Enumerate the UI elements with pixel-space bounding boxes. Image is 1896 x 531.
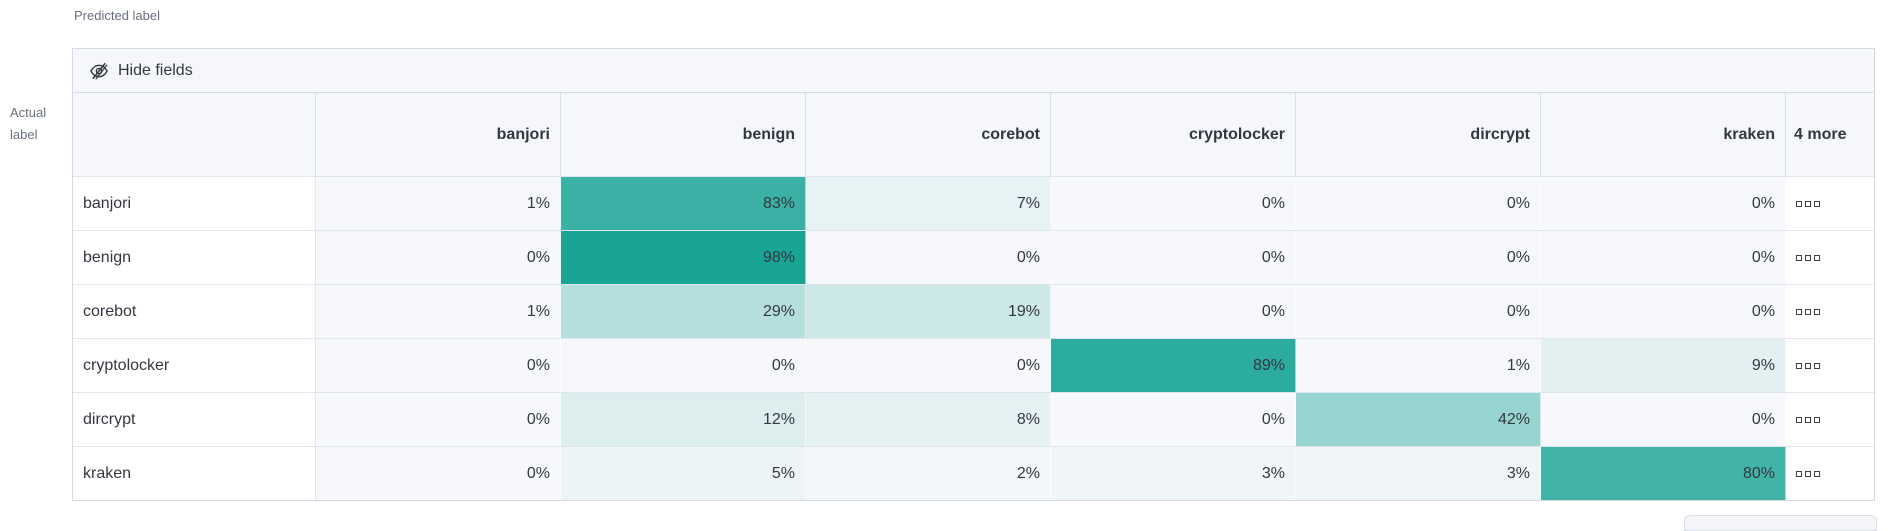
more-actions-cell bbox=[1786, 393, 1874, 446]
predicted-axis-label: Predicted label bbox=[74, 8, 160, 23]
hide-fields-label: Hide fields bbox=[118, 61, 193, 79]
row-label-dircrypt[interactable]: dircrypt bbox=[73, 393, 316, 446]
hide-fields-button[interactable]: Hide fields bbox=[73, 49, 209, 92]
boxes-horizontal-icon[interactable] bbox=[1796, 254, 1820, 261]
column-header-kraken[interactable]: kraken bbox=[1541, 93, 1786, 176]
matrix-cell[interactable]: 80% bbox=[1541, 447, 1786, 500]
matrix-row-banjori: banjori 1% 83% 7% 0% 0% 0% bbox=[73, 176, 1874, 230]
matrix-cell[interactable]: 0% bbox=[1296, 231, 1541, 284]
matrix-cell[interactable]: 5% bbox=[561, 447, 806, 500]
grid-toolbar: Hide fields bbox=[73, 49, 1874, 93]
matrix-cell[interactable]: 0% bbox=[316, 231, 561, 284]
row-label-kraken[interactable]: kraken bbox=[73, 447, 316, 500]
matrix-cell[interactable]: 0% bbox=[1541, 177, 1786, 230]
column-header-benign[interactable]: benign bbox=[561, 93, 806, 176]
matrix-cell[interactable]: 98% bbox=[561, 231, 806, 284]
matrix-cell[interactable]: 1% bbox=[316, 285, 561, 338]
row-label-corebot[interactable]: corebot bbox=[73, 285, 316, 338]
matrix-cell[interactable]: 19% bbox=[806, 285, 1051, 338]
boxes-horizontal-icon[interactable] bbox=[1796, 308, 1820, 315]
matrix-cell[interactable]: 0% bbox=[1051, 393, 1296, 446]
matrix-row-kraken: kraken 0% 5% 2% 3% 3% 80% bbox=[73, 446, 1874, 500]
matrix-cell[interactable]: 29% bbox=[561, 285, 806, 338]
row-label-benign[interactable]: benign bbox=[73, 231, 316, 284]
matrix-cell[interactable]: 1% bbox=[1296, 339, 1541, 392]
matrix-cell[interactable]: 0% bbox=[1296, 285, 1541, 338]
matrix-cell[interactable]: 0% bbox=[316, 393, 561, 446]
more-actions-cell bbox=[1786, 339, 1874, 392]
matrix-cell[interactable]: 3% bbox=[1051, 447, 1296, 500]
eye-closed-icon bbox=[89, 61, 109, 81]
matrix-cell[interactable]: 0% bbox=[806, 231, 1051, 284]
matrix-cell[interactable]: 0% bbox=[1296, 177, 1541, 230]
matrix-cell[interactable]: 0% bbox=[1051, 231, 1296, 284]
row-label-cryptolocker[interactable]: cryptolocker bbox=[73, 339, 316, 392]
matrix-cell[interactable]: 12% bbox=[561, 393, 806, 446]
matrix-cell[interactable]: 0% bbox=[1541, 231, 1786, 284]
actual-axis-label: Actual label bbox=[10, 105, 47, 142]
matrix-cell[interactable]: 0% bbox=[561, 339, 806, 392]
more-columns-header[interactable]: 4 more bbox=[1794, 126, 1847, 143]
matrix-cell[interactable]: 1% bbox=[316, 177, 561, 230]
matrix-cell[interactable]: 8% bbox=[806, 393, 1051, 446]
column-header-dircrypt[interactable]: dircrypt bbox=[1296, 93, 1541, 176]
matrix-cell[interactable]: 89% bbox=[1051, 339, 1296, 392]
more-actions-cell bbox=[1786, 447, 1874, 500]
matrix-rows: banjori 1% 83% 7% 0% 0% 0% benign 0% 98% 0% 0% 0% 0% c… bbox=[73, 176, 1874, 500]
column-header-cryptolocker[interactable]: cryptolocker bbox=[1051, 93, 1296, 176]
matrix-cell[interactable]: 0% bbox=[316, 447, 561, 500]
matrix-cell[interactable]: 7% bbox=[806, 177, 1051, 230]
matrix-cell[interactable]: 0% bbox=[1051, 177, 1296, 230]
boxes-horizontal-icon[interactable] bbox=[1796, 470, 1820, 477]
matrix-row-corebot: corebot 1% 29% 19% 0% 0% 0% bbox=[73, 284, 1874, 338]
boxes-horizontal-icon[interactable] bbox=[1796, 200, 1820, 207]
more-actions-cell bbox=[1786, 177, 1874, 230]
matrix-cell[interactable]: 3% bbox=[1296, 447, 1541, 500]
corner-cell bbox=[73, 93, 316, 176]
matrix-row-cryptolocker: cryptolocker 0% 0% 0% 89% 1% 9% bbox=[73, 338, 1874, 392]
boxes-horizontal-icon[interactable] bbox=[1796, 416, 1820, 423]
more-actions-cell bbox=[1786, 231, 1874, 284]
matrix-cell[interactable]: 0% bbox=[1051, 285, 1296, 338]
matrix-cell[interactable]: 2% bbox=[806, 447, 1051, 500]
matrix-cell[interactable]: 0% bbox=[806, 339, 1051, 392]
horizontal-scrollbar-stub[interactable] bbox=[1684, 515, 1877, 531]
matrix-cell[interactable]: 0% bbox=[316, 339, 561, 392]
confusion-matrix-grid: Hide fields banjori benign corebot cryptolo… bbox=[72, 48, 1875, 501]
matrix-cell[interactable]: 42% bbox=[1296, 393, 1541, 446]
matrix-cell[interactable]: 0% bbox=[1541, 285, 1786, 338]
boxes-horizontal-icon[interactable] bbox=[1796, 362, 1820, 369]
matrix-row-dircrypt: dircrypt 0% 12% 8% 0% 42% 0% bbox=[73, 392, 1874, 446]
column-header-corebot[interactable]: corebot bbox=[806, 93, 1051, 176]
matrix-cell[interactable]: 83% bbox=[561, 177, 806, 230]
matrix-row-benign: benign 0% 98% 0% 0% 0% 0% bbox=[73, 230, 1874, 284]
column-header-banjori[interactable]: banjori bbox=[316, 93, 561, 176]
column-header-row: banjori benign corebot cryptolocker dircrypt… bbox=[73, 93, 1874, 176]
matrix-cell[interactable]: 9% bbox=[1541, 339, 1786, 392]
more-actions-cell bbox=[1786, 285, 1874, 338]
matrix-cell[interactable]: 0% bbox=[1541, 393, 1786, 446]
row-label-banjori[interactable]: banjori bbox=[73, 177, 316, 230]
